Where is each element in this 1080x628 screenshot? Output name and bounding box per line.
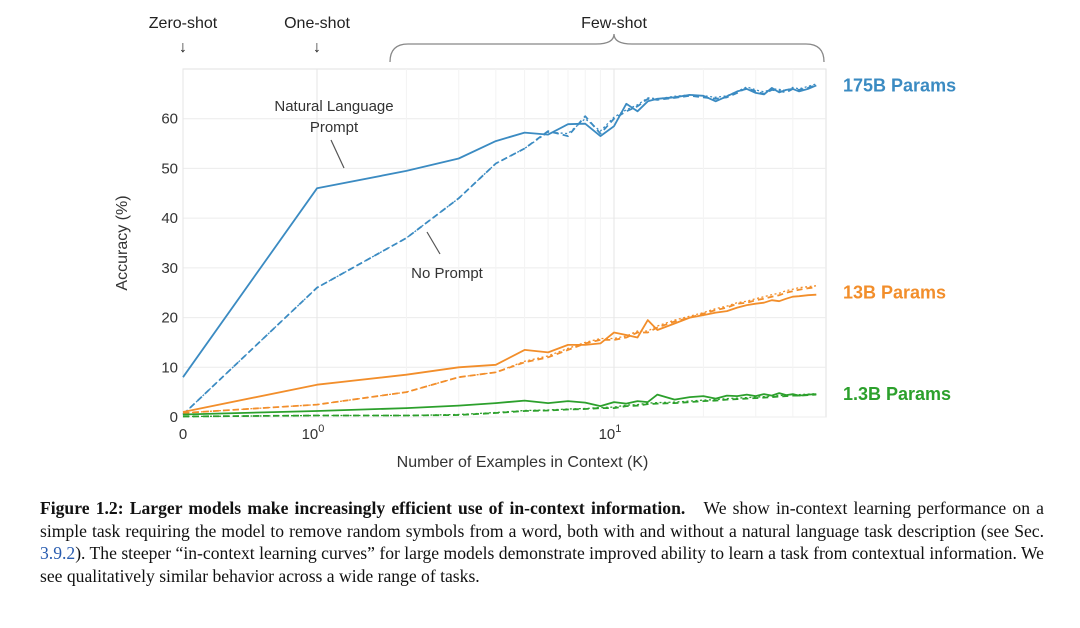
series-line <box>182 84 817 416</box>
series-line <box>182 392 817 418</box>
x-tick-label: 100 <box>302 423 325 443</box>
series-line <box>182 83 817 415</box>
caption-figure-number: Figure 1.2: <box>40 498 124 518</box>
no-prompt-annotation: No Prompt <box>411 265 484 282</box>
series-line <box>182 392 817 416</box>
gridlines <box>182 68 827 418</box>
chart: Zero-shot ↓ One-shot ↓ Few-shot 0 10 20 30 4… <box>114 15 956 471</box>
nl-prompt-annotation-line1: Natural Language <box>274 98 393 115</box>
y-tick-label: 40 <box>161 210 178 227</box>
series-line <box>182 286 817 414</box>
y-tick-label: 10 <box>161 359 178 376</box>
y-tick-label: 50 <box>161 160 178 177</box>
few-shot-brace <box>389 33 825 63</box>
caption-text-part2: ). The steeper “in-context learning curv… <box>40 543 1044 586</box>
x-tick-label: 0 <box>179 426 187 443</box>
y-tick-label: 30 <box>161 260 178 277</box>
series-line <box>182 84 817 378</box>
axes: 0 10 20 30 40 50 60 0 100 101 Number of Examples i… <box>114 111 648 471</box>
one-shot-label: One-shot <box>284 15 350 32</box>
y-tick-label: 60 <box>161 111 178 128</box>
series-end-label: 1.3B Params <box>843 384 951 404</box>
caption-section-link[interactable]: 3.9.2 <box>40 543 76 563</box>
series-line <box>182 285 817 414</box>
figure-caption: Figure 1.2: Larger models make increasin… <box>40 497 1044 587</box>
caption-bold-title: Larger models make increasingly efficien… <box>129 498 686 518</box>
zero-shot-label: Zero-shot <box>149 15 218 32</box>
series-lines <box>182 83 817 418</box>
y-tick-label: 20 <box>161 310 178 327</box>
one-shot-arrow-icon: ↓ <box>313 39 321 56</box>
y-axis-title: Accuracy (%) <box>114 195 131 290</box>
series-labels: 175B Params 13B Params 1.3B Params <box>843 75 956 404</box>
nl-prompt-annotation-line2: Prompt <box>310 119 359 136</box>
y-tick-label: 0 <box>170 409 178 426</box>
x-tick-label: 101 <box>599 423 622 443</box>
series-line <box>182 393 817 418</box>
few-shot-label: Few-shot <box>581 15 647 32</box>
series-end-label: 13B Params <box>843 283 946 303</box>
zero-shot-arrow-icon: ↓ <box>179 39 187 56</box>
series-end-label: 175B Params <box>843 75 956 95</box>
plot-frame <box>182 68 827 418</box>
nl-prompt-pointer <box>330 139 345 169</box>
caption-text-part1: We show in-context learning performance … <box>40 498 1044 541</box>
figure: Zero-shot ↓ One-shot ↓ Few-shot 0 10 20 30 4… <box>114 15 956 471</box>
x-axis-title: Number of Examples in Context (K) <box>397 454 649 471</box>
no-prompt-pointer <box>426 231 441 255</box>
series-line <box>182 293 817 413</box>
